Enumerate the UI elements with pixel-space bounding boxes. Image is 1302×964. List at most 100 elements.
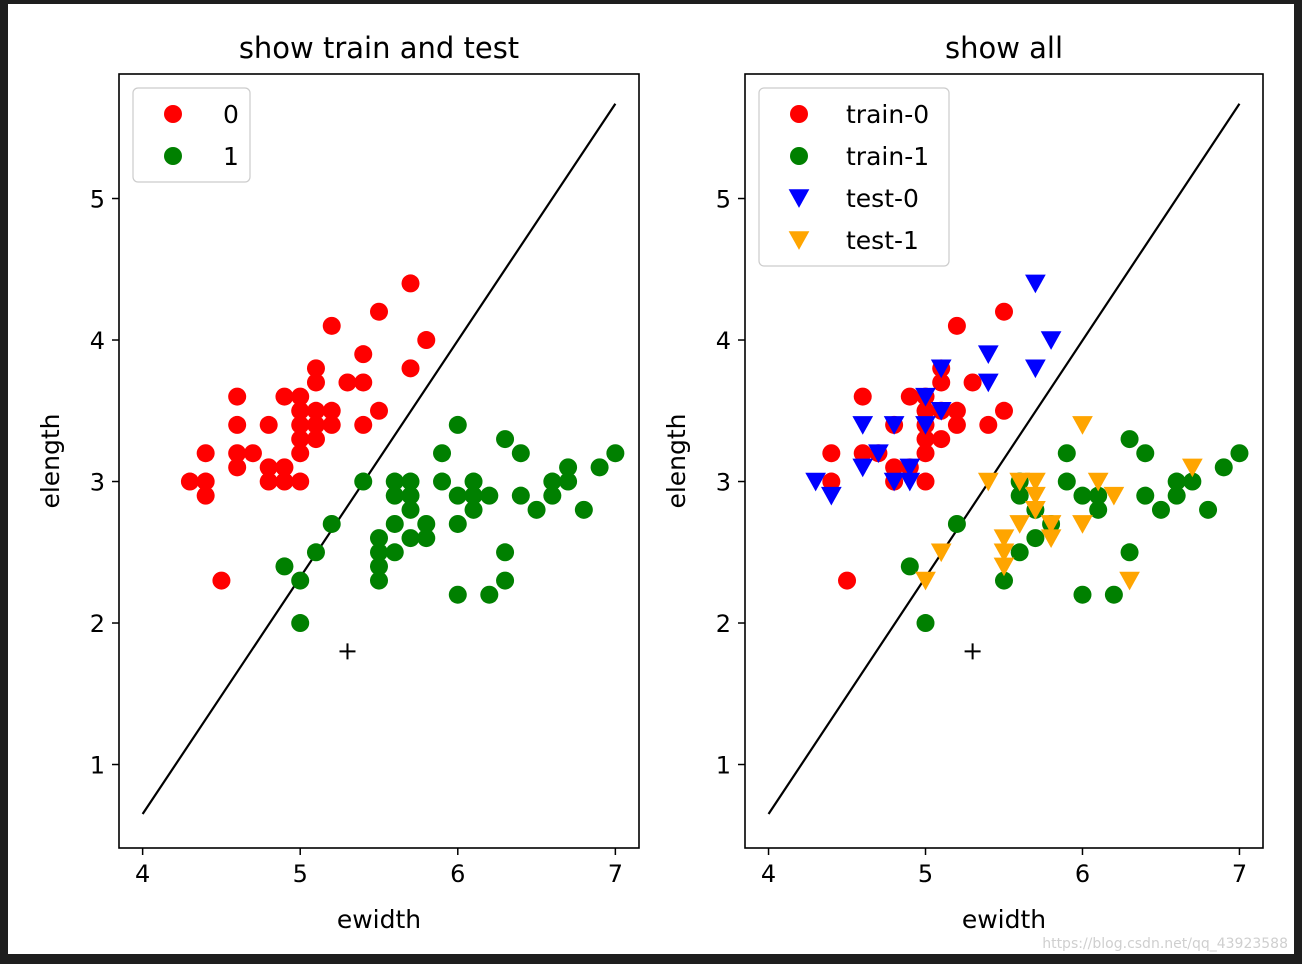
data-point — [370, 529, 388, 548]
y-tick-label: 4 — [90, 327, 105, 355]
legend-marker-test-0 — [788, 189, 810, 208]
data-point — [820, 486, 842, 506]
series-test-1 — [915, 416, 1203, 591]
data-point — [1120, 430, 1139, 449]
data-point — [899, 472, 921, 492]
chart-title: show all — [945, 31, 1063, 65]
data-point — [1072, 515, 1093, 534]
data-point — [1072, 416, 1093, 435]
data-point — [1025, 359, 1046, 379]
legend-marker-test-1 — [788, 231, 810, 250]
legend-marker-1 — [164, 147, 182, 165]
data-point — [1009, 472, 1031, 492]
data-point — [464, 500, 483, 519]
data-point — [259, 415, 278, 434]
legend-label: train-1 — [846, 142, 929, 171]
data-point — [291, 415, 310, 434]
data-point — [401, 472, 420, 491]
data-point — [212, 571, 231, 590]
y-tick-label: 4 — [716, 327, 731, 355]
data-point — [1040, 515, 1062, 534]
data-point — [354, 472, 373, 491]
data-point — [322, 401, 341, 420]
legend: 01 — [132, 87, 251, 183]
data-point — [259, 458, 278, 477]
legend-label: 0 — [223, 100, 239, 129]
data-point — [196, 444, 215, 463]
data-point — [852, 458, 874, 478]
x-tick-label: 7 — [1232, 860, 1247, 888]
data-point — [590, 458, 609, 477]
data-point — [291, 444, 310, 463]
data-point — [883, 472, 905, 492]
data-point — [306, 373, 325, 392]
data-point — [1025, 472, 1046, 492]
figure-canvas: show train and test 4 5 6 7 1 2 3 4 5 ewidth elengt… — [8, 4, 1294, 954]
data-point — [322, 415, 341, 434]
y-tick-label: 5 — [90, 186, 105, 214]
legend-marker-train-1 — [790, 147, 808, 165]
data-point — [291, 472, 310, 491]
figure-svg: show train and test 4 5 6 7 1 2 3 4 5 ewidth elengt… — [36, 31, 1264, 934]
data-point — [291, 387, 310, 406]
data-point — [1151, 500, 1170, 519]
data-point — [291, 430, 310, 449]
data-point — [448, 585, 467, 604]
data-point — [1089, 486, 1108, 505]
data-point — [574, 500, 593, 519]
data-point — [1040, 529, 1062, 548]
data-point — [464, 472, 483, 491]
data-point — [417, 331, 436, 350]
data-point — [401, 359, 420, 378]
data-point — [822, 472, 841, 491]
y-tick-label: 1 — [716, 752, 731, 780]
data-point — [496, 430, 515, 449]
data-point — [448, 486, 467, 505]
legend-frame — [132, 87, 251, 183]
x-tick-label: 4 — [135, 860, 150, 888]
data-point — [306, 415, 325, 434]
data-point — [916, 472, 935, 491]
data-point — [916, 444, 935, 463]
data-point — [275, 472, 294, 491]
data-point — [1089, 500, 1108, 519]
data-point — [338, 373, 357, 392]
x-axis-label: ewidth — [337, 905, 421, 934]
y-tick-label: 3 — [716, 469, 731, 497]
data-point — [932, 373, 951, 392]
y-tick-label: 5 — [716, 186, 731, 214]
data-point — [1087, 472, 1109, 492]
data-point — [1104, 585, 1123, 604]
data-point — [900, 557, 919, 576]
legend-label: train-0 — [846, 100, 929, 129]
data-point — [1057, 472, 1076, 491]
data-point — [1119, 571, 1140, 591]
data-point — [868, 444, 889, 464]
data-point — [1167, 472, 1186, 491]
data-point — [370, 571, 388, 590]
data-point — [401, 529, 420, 548]
series-test-0 — [805, 274, 1062, 506]
data-point — [511, 486, 530, 505]
data-point — [464, 486, 483, 505]
data-point — [543, 486, 562, 505]
data-point — [930, 543, 952, 563]
data-point — [1010, 486, 1029, 505]
data-point — [977, 345, 999, 365]
data-point — [995, 571, 1013, 590]
data-point — [417, 529, 436, 548]
data-point — [977, 373, 999, 393]
data-point — [196, 472, 215, 491]
data-point — [1183, 472, 1202, 491]
data-point — [480, 585, 499, 604]
data-point — [559, 458, 578, 477]
data-point — [1026, 529, 1045, 548]
data-point — [306, 543, 325, 562]
data-point — [511, 444, 530, 463]
data-point — [1025, 274, 1046, 294]
data-point — [433, 444, 452, 463]
legend-marker-train-0 — [790, 105, 808, 123]
plus-marker — [964, 643, 981, 660]
data-point — [915, 416, 936, 435]
